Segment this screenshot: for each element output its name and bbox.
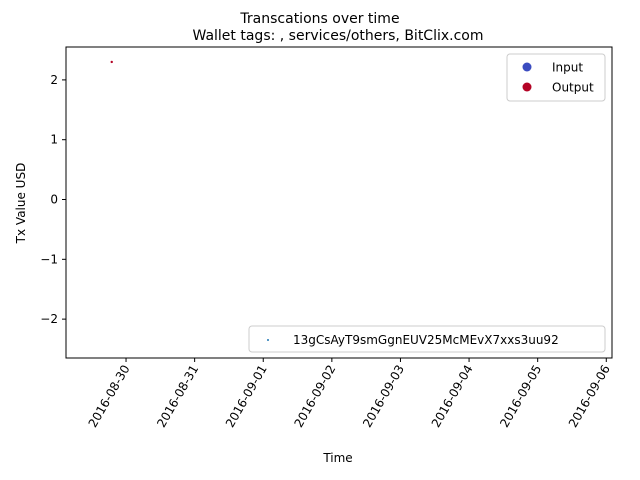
- legend-wallet-label: 13gCsAyT9smGgnEUV25McMEvX7xxs3uu92: [293, 333, 559, 347]
- data-points: [110, 60, 113, 64]
- chart-suptitle: Transcations over time: [239, 11, 399, 27]
- y-axis-ticks: 2 1 0 −1 −2: [40, 73, 66, 326]
- x-tick-label: 2016-09-01: [223, 363, 270, 430]
- chart-title: Wallet tags: , services/others, BitClix.…: [193, 28, 484, 44]
- legend-output-label: Output: [552, 81, 594, 95]
- legend-output-marker: [522, 82, 532, 92]
- x-tick-label: 2016-09-06: [566, 363, 613, 430]
- legend-wallet-frame: [248, 325, 606, 353]
- legend-wallet-marker: [267, 339, 269, 341]
- x-axis-ticks: 2016-08-30 2016-08-31 2016-09-01 2016-09-02…: [86, 358, 613, 430]
- x-tick-label: 2016-09-02: [291, 363, 338, 430]
- y-tick-label: 0: [50, 193, 58, 207]
- y-tick-label: 1: [50, 133, 58, 147]
- legend-wallet: 13gCsAyT9smGgnEUV25McMEvX7xxs3uu92: [248, 325, 606, 353]
- legend-type: Input Output: [506, 53, 606, 102]
- x-axis-label: Time: [322, 451, 352, 465]
- legend-input-marker: [522, 62, 532, 72]
- y-tick-label: −1: [40, 252, 58, 266]
- x-tick-label: 2016-09-03: [360, 363, 407, 430]
- legend-type-frame: [506, 53, 606, 102]
- x-tick-label: 2016-08-31: [154, 363, 201, 430]
- x-tick-label: 2016-09-05: [497, 363, 544, 430]
- x-tick-label: 2016-09-04: [429, 363, 476, 430]
- y-axis-label: Tx Value USD: [14, 163, 28, 245]
- y-tick-label: 2: [50, 73, 58, 87]
- plot-area-frame: [65, 46, 613, 359]
- legend-input-label: Input: [552, 61, 583, 75]
- y-tick-label: −2: [40, 312, 58, 326]
- x-tick-label: 2016-08-30: [86, 363, 133, 430]
- data-point: [110, 60, 113, 64]
